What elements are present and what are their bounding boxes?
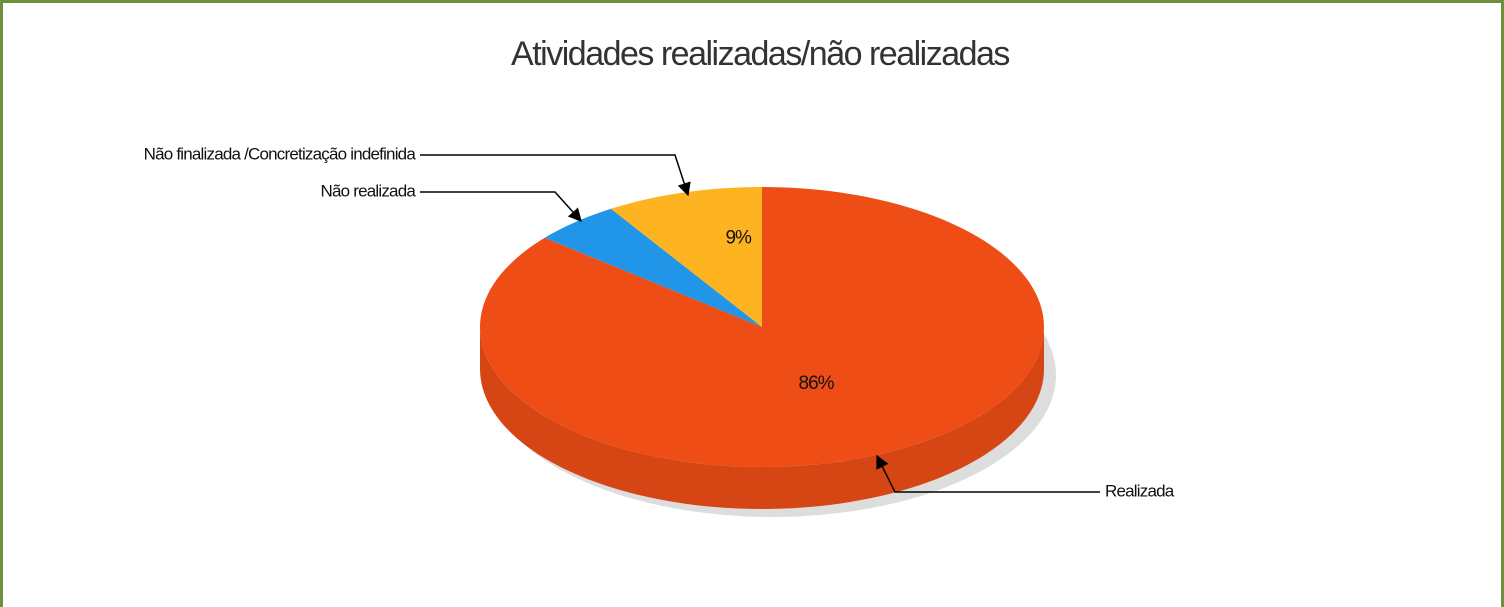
- leader-line: [420, 154, 691, 197]
- leader-line: [876, 454, 1100, 493]
- slice-side: [480, 327, 1044, 509]
- chart-title: Atividades realizadas/não realizadas: [511, 35, 1009, 73]
- leader-line: [420, 191, 582, 223]
- category-label: Não realizada: [321, 181, 417, 200]
- slice: [610, 187, 762, 327]
- category-label: Realizada: [1105, 481, 1175, 500]
- category-label: Não finalizada /Concretização indefinida: [144, 144, 417, 163]
- value-label: 86%: [799, 373, 835, 394]
- slice: [544, 208, 762, 327]
- value-label: 9%: [725, 227, 752, 248]
- slice: [480, 187, 1044, 467]
